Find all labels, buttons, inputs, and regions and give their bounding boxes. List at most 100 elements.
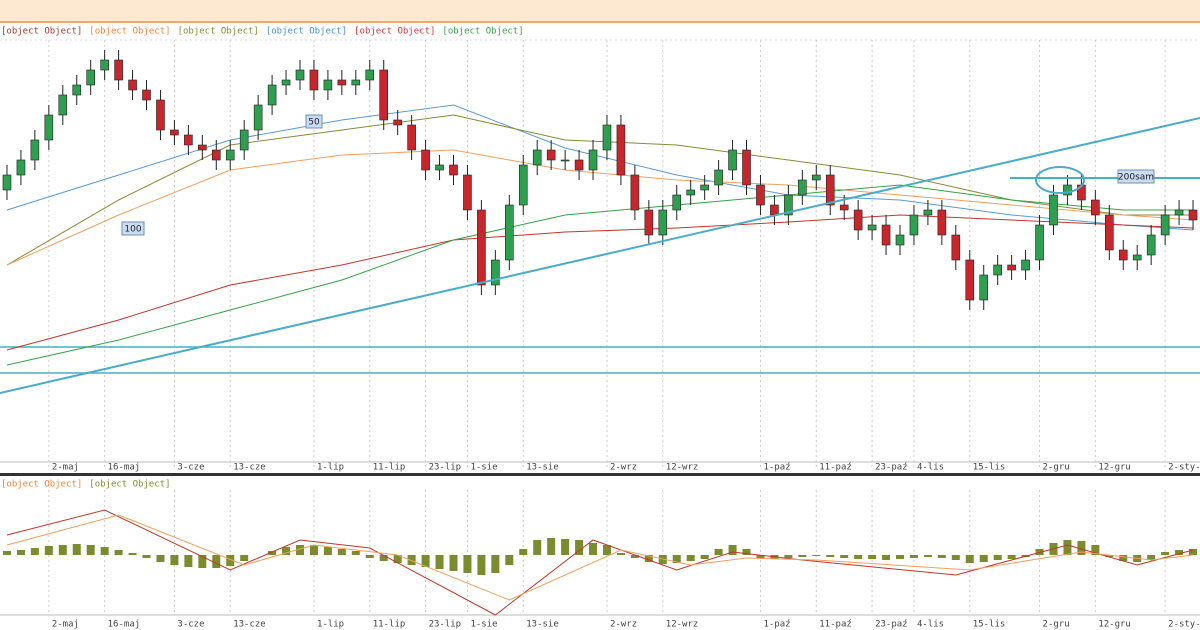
histogram-bar xyxy=(1161,552,1170,555)
histogram-bar xyxy=(351,551,360,555)
x-tick-label: 1-sie xyxy=(470,620,497,630)
indicator-value: [object Object] xyxy=(1,480,82,490)
x-tick-label: 2-sty-2025 xyxy=(1168,463,1200,473)
histogram-bar xyxy=(854,555,863,559)
candle-body xyxy=(379,69,389,121)
histogram-bar xyxy=(812,555,821,556)
candle-body xyxy=(644,209,654,236)
candle-body xyxy=(909,214,919,236)
moving-average xyxy=(6,214,1194,351)
x-tick-label: 13-cze xyxy=(233,463,266,473)
histogram-bar xyxy=(979,555,988,562)
macd-line xyxy=(6,514,1194,601)
x-tick-label: 2-maj xyxy=(52,463,79,473)
histogram-bar xyxy=(602,545,611,555)
candle-body xyxy=(839,204,849,211)
candle-body xyxy=(560,159,570,162)
x-tick-label: 3-cze xyxy=(177,620,204,630)
x-tick-label: 15-lis xyxy=(973,620,1006,630)
candle-body xyxy=(253,104,263,131)
histogram-bar xyxy=(226,555,235,566)
candle-body xyxy=(435,164,444,171)
histogram-bar xyxy=(198,555,207,568)
candle-body xyxy=(630,174,640,211)
candle-body xyxy=(393,119,402,126)
indicator-value: [object Object] xyxy=(354,27,435,37)
candle-body xyxy=(86,69,95,86)
x-tick-label: 12-wrz xyxy=(666,620,699,630)
histogram-bar xyxy=(309,545,318,555)
histogram-bar xyxy=(909,555,918,558)
x-tick-label: 2-gru xyxy=(1043,463,1070,473)
candle-body xyxy=(449,164,458,176)
candle-body xyxy=(742,149,751,186)
x-tick-label: 1-paź xyxy=(763,620,790,630)
histogram-bar xyxy=(463,555,472,573)
candle-body xyxy=(1132,254,1142,261)
candle-body xyxy=(1007,264,1016,271)
histogram-bar xyxy=(240,555,249,561)
candle-body xyxy=(937,209,947,236)
candle-body xyxy=(546,149,556,161)
annotation: 50 xyxy=(308,118,320,128)
histogram-bar xyxy=(2,551,11,555)
candle-body xyxy=(505,204,514,261)
candle-body xyxy=(267,84,277,106)
histogram-bar xyxy=(477,555,486,575)
indicator-value: [object Object] xyxy=(89,480,170,490)
candle-body xyxy=(58,94,68,116)
histogram-bar xyxy=(142,555,151,558)
histogram-bar xyxy=(547,538,556,555)
histogram-bar xyxy=(407,555,416,565)
histogram-bar xyxy=(896,555,904,559)
x-tick-label: 13-sie xyxy=(526,463,559,473)
candle-body xyxy=(198,144,207,151)
histogram-bar xyxy=(1175,550,1184,555)
histogram-bar xyxy=(882,555,891,560)
candle-body xyxy=(825,174,835,206)
candle-body xyxy=(1049,194,1058,226)
candle-body xyxy=(1035,224,1044,261)
histogram-bar xyxy=(100,547,109,555)
candle-body xyxy=(1174,209,1184,216)
histogram-bar xyxy=(519,549,528,555)
trend-line xyxy=(0,117,1200,394)
layer: [object Object] [object Object] [object Ob… xyxy=(0,27,1200,630)
annotation: 200sam xyxy=(1118,173,1154,183)
histogram-bar xyxy=(589,543,598,555)
histogram-bar xyxy=(826,555,835,557)
histogram-bar xyxy=(686,555,695,561)
histogram-bar xyxy=(714,549,723,555)
candle-body xyxy=(491,259,500,286)
histogram-bar xyxy=(449,555,458,571)
histogram-bar xyxy=(561,539,570,555)
candle-body xyxy=(365,69,375,81)
histogram-bar xyxy=(282,547,291,555)
candle-body xyxy=(295,69,305,81)
candle-body xyxy=(1091,199,1100,216)
moving-average xyxy=(6,184,1194,366)
candle-body xyxy=(700,184,709,191)
x-tick-label: 12-wrz xyxy=(666,463,699,473)
annotation-box xyxy=(1117,169,1155,184)
x-tick-label: 15-lis xyxy=(973,463,1006,473)
histogram-bar xyxy=(993,555,1002,560)
histogram-bar xyxy=(72,544,81,555)
histogram-bar xyxy=(212,555,221,568)
candle-body xyxy=(881,224,891,246)
candle-body xyxy=(477,209,486,286)
candle-body xyxy=(309,69,319,91)
candle-body xyxy=(2,174,12,191)
candle-body xyxy=(337,79,347,86)
x-tick-label: 16-maj xyxy=(108,620,141,630)
candle-body xyxy=(853,209,863,231)
candle-body xyxy=(756,184,765,206)
histogram-bar xyxy=(965,555,974,563)
annotation: 100 xyxy=(124,225,141,235)
indicator-value: [object Object] xyxy=(442,27,523,37)
x-tick-label: 23-lip xyxy=(429,463,462,473)
candle-body xyxy=(1118,249,1128,261)
histogram-bar xyxy=(672,555,681,563)
